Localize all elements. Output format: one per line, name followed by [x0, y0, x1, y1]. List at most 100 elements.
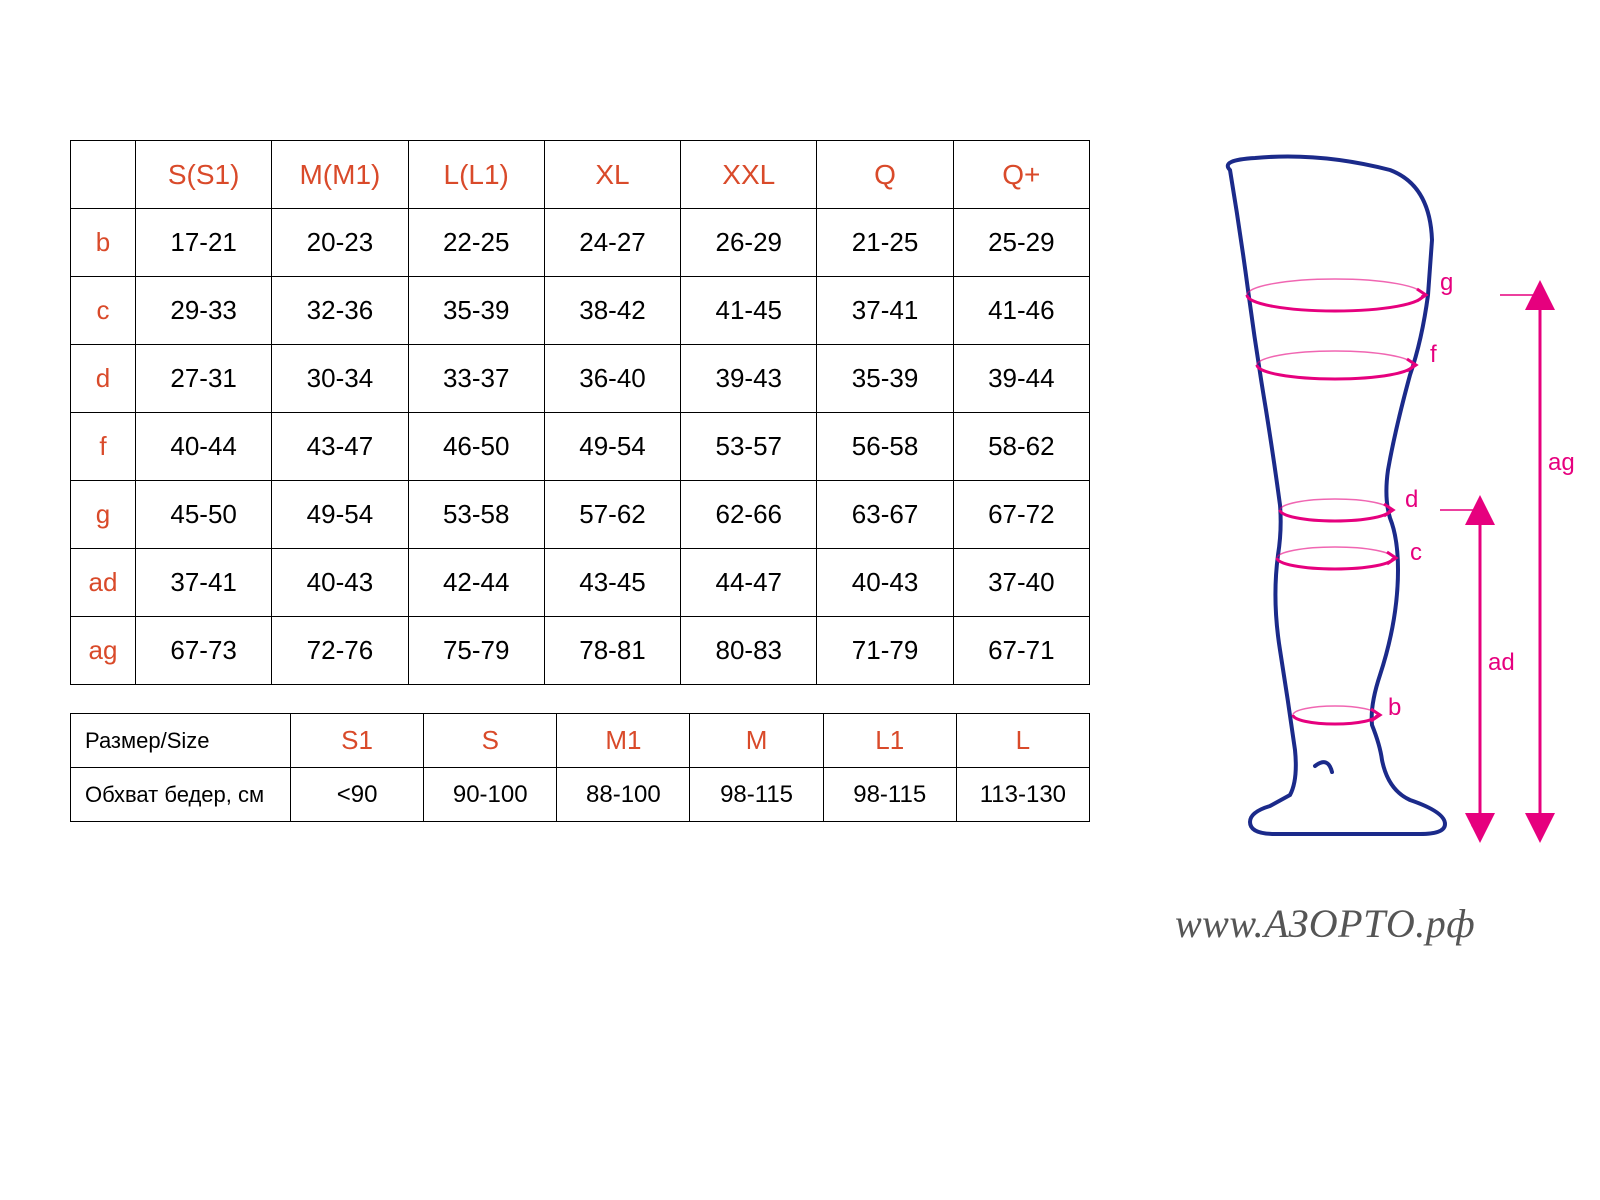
measure-ring-back	[1247, 279, 1423, 295]
table-row: d 27-31 30-34 33-37 36-40 39-43 35-39 39…	[71, 345, 1090, 413]
cell: 67-72	[953, 481, 1089, 549]
cell: 37-41	[136, 549, 272, 617]
cell: 37-40	[953, 549, 1089, 617]
table-row: Размер/Size S1 S M1 M L1 L	[71, 714, 1090, 768]
cell: 53-58	[408, 481, 544, 549]
row-label: b	[71, 209, 136, 277]
watermark-text: www.АЗОРТО.рф	[1175, 900, 1475, 947]
size-label: Размер/Size	[71, 714, 291, 768]
row-label: g	[71, 481, 136, 549]
cell: 42-44	[408, 549, 544, 617]
cell: 41-46	[953, 277, 1089, 345]
hip-cell: 98-115	[690, 768, 823, 822]
cell: 57-62	[544, 481, 680, 549]
table-row: c 29-33 32-36 35-39 38-42 41-45 37-41 41…	[71, 277, 1090, 345]
col-header: M(M1)	[272, 141, 408, 209]
measure-ring-back	[1280, 499, 1390, 510]
cell: 32-36	[272, 277, 408, 345]
cell: 67-73	[136, 617, 272, 685]
measure-label: ag	[1548, 449, 1575, 476]
col-header: L(L1)	[408, 141, 544, 209]
measure-ring	[1277, 558, 1393, 569]
cell: 39-43	[681, 345, 817, 413]
measure-ring	[1257, 365, 1413, 379]
cell: 26-29	[681, 209, 817, 277]
row-label: f	[71, 413, 136, 481]
measure-ring	[1280, 510, 1390, 521]
cell: 44-47	[681, 549, 817, 617]
cell: 36-40	[544, 345, 680, 413]
hip-size-table: Размер/Size S1 S M1 M L1 L Обхват бедер,…	[70, 713, 1090, 822]
cell: 40-44	[136, 413, 272, 481]
cell: 62-66	[681, 481, 817, 549]
col-header: S(S1)	[136, 141, 272, 209]
measure-label: g	[1440, 269, 1453, 296]
hip-cell: 113-130	[956, 768, 1089, 822]
measure-label: f	[1430, 341, 1437, 368]
cell: 20-23	[272, 209, 408, 277]
cell: 38-42	[544, 277, 680, 345]
cell: 40-43	[272, 549, 408, 617]
cell: 30-34	[272, 345, 408, 413]
measure-ring	[1293, 715, 1377, 724]
measure-label: ad	[1488, 649, 1515, 676]
col-header: XXL	[681, 141, 817, 209]
table-row: ag 67-73 72-76 75-79 78-81 80-83 71-79 6…	[71, 617, 1090, 685]
cell: 43-45	[544, 549, 680, 617]
cell: 43-47	[272, 413, 408, 481]
size-chart-main: S(S1) M(M1) L(L1) XL XXL Q Q+ b 17-21 20…	[70, 140, 1090, 685]
col-header: Q+	[953, 141, 1089, 209]
measure-label: a	[1470, 807, 1484, 834]
cell: 67-71	[953, 617, 1089, 685]
cell: 49-54	[544, 413, 680, 481]
cell: 63-67	[817, 481, 953, 549]
cell: 58-62	[953, 413, 1089, 481]
cell: 27-31	[136, 345, 272, 413]
measure-label: c	[1410, 539, 1422, 566]
size-cell: S1	[291, 714, 424, 768]
hip-cell: 98-115	[823, 768, 956, 822]
size-cell: S	[424, 714, 557, 768]
row-label: d	[71, 345, 136, 413]
cell: 25-29	[953, 209, 1089, 277]
measure-label: b	[1388, 694, 1401, 721]
col-header: Q	[817, 141, 953, 209]
cell: 35-39	[408, 277, 544, 345]
size-cell: L1	[823, 714, 956, 768]
table-row: g 45-50 49-54 53-58 57-62 62-66 63-67 67…	[71, 481, 1090, 549]
table-row: b 17-21 20-23 22-25 24-27 26-29 21-25 25…	[71, 209, 1090, 277]
cell: 37-41	[817, 277, 953, 345]
leg-measurement-diagram: g f dc b a ad ag	[1170, 140, 1600, 900]
cell: 71-79	[817, 617, 953, 685]
size-cell: M1	[557, 714, 690, 768]
cell: 80-83	[681, 617, 817, 685]
cell: 35-39	[817, 345, 953, 413]
hip-label: Обхват бедер, см	[71, 768, 291, 822]
col-header: XL	[544, 141, 680, 209]
cell: 33-37	[408, 345, 544, 413]
table-row: Обхват бедер, см <90 90-100 88-100 98-11…	[71, 768, 1090, 822]
cell: 53-57	[681, 413, 817, 481]
ankle-mark	[1315, 762, 1332, 772]
cell: 72-76	[272, 617, 408, 685]
cell: 56-58	[817, 413, 953, 481]
hip-cell: 88-100	[557, 768, 690, 822]
measure-label: d	[1405, 486, 1418, 513]
row-label: ag	[71, 617, 136, 685]
measure-ring-back	[1293, 706, 1377, 715]
cell: 40-43	[817, 549, 953, 617]
row-label: c	[71, 277, 136, 345]
hip-cell: <90	[291, 768, 424, 822]
table-row: ad 37-41 40-43 42-44 43-45 44-47 40-43 3…	[71, 549, 1090, 617]
cell: 22-25	[408, 209, 544, 277]
row-label: ad	[71, 549, 136, 617]
cell: 24-27	[544, 209, 680, 277]
corner-cell	[71, 141, 136, 209]
cell: 39-44	[953, 345, 1089, 413]
cell: 45-50	[136, 481, 272, 549]
hip-cell: 90-100	[424, 768, 557, 822]
cell: 41-45	[681, 277, 817, 345]
measure-ring	[1247, 295, 1423, 311]
size-cell: L	[956, 714, 1089, 768]
cell: 78-81	[544, 617, 680, 685]
